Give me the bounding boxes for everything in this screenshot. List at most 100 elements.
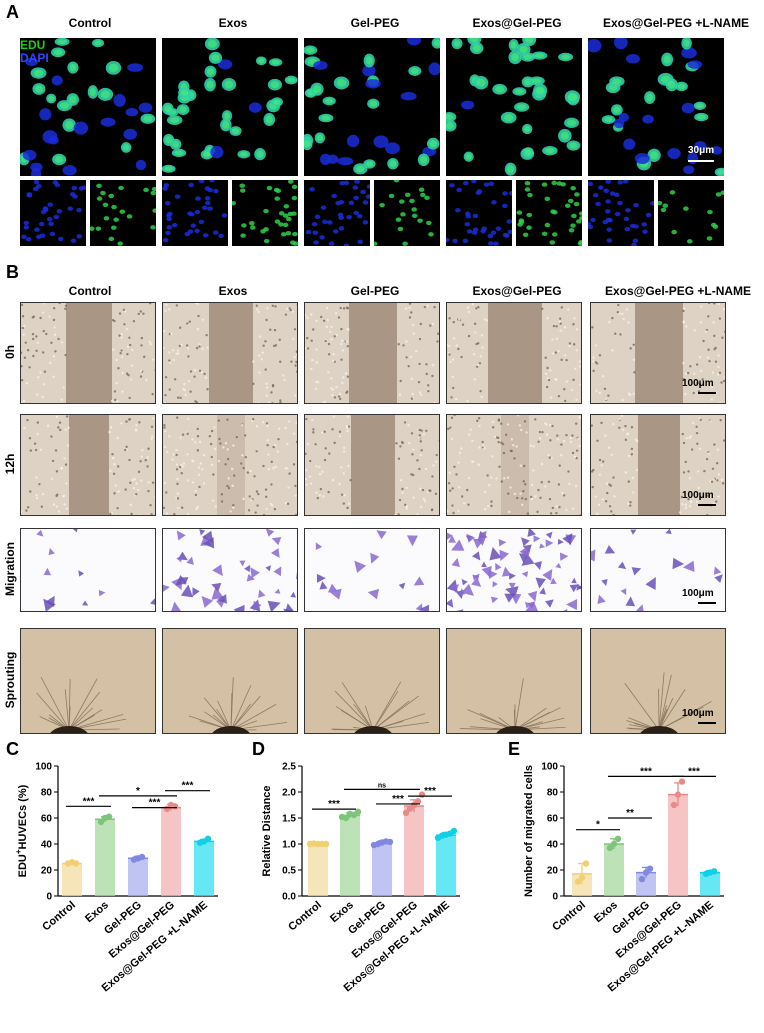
panel-b-letter: B xyxy=(6,262,19,282)
data-point xyxy=(322,840,330,848)
panel-a-letter: A xyxy=(6,2,19,22)
data-point xyxy=(642,869,650,876)
panel-a-col-title: Exos xyxy=(218,16,248,30)
edu-channel-image xyxy=(90,180,156,246)
legend-edu: EDU xyxy=(20,38,46,52)
data-point xyxy=(450,827,458,835)
y-tick-label: 100 xyxy=(35,762,52,773)
significance-label: *** xyxy=(640,766,652,777)
y-axis-label: EDU+HUVECs (%) xyxy=(14,784,29,877)
data-point xyxy=(386,838,394,846)
x-tick-label: Control xyxy=(550,899,588,933)
bar xyxy=(128,858,148,896)
edu-channel-image xyxy=(232,180,298,246)
bar xyxy=(404,806,424,896)
edu-channel-image xyxy=(516,180,582,246)
panel-a-col-title: Control xyxy=(68,16,112,30)
data-point xyxy=(138,853,146,861)
data-point xyxy=(97,818,105,826)
panel-b-row-label: 12h xyxy=(3,453,17,475)
bar xyxy=(194,841,214,896)
y-tick-label: 1.0 xyxy=(282,840,296,851)
y-axis-label: Number of migrated cells xyxy=(523,765,535,897)
bar xyxy=(340,815,360,896)
sprouting-image xyxy=(590,628,726,734)
bar xyxy=(668,794,688,896)
data-point xyxy=(171,803,179,810)
data-point xyxy=(574,878,582,885)
data-point xyxy=(610,840,618,848)
significance-label: ** xyxy=(626,808,634,819)
y-tick-label: 80 xyxy=(41,788,53,799)
panel-b-col-title: Exos xyxy=(218,284,248,298)
sprouting-image xyxy=(446,628,582,734)
dapi-channel-image xyxy=(20,180,86,246)
data-point xyxy=(646,865,654,872)
data-point xyxy=(670,801,678,809)
wound-0h-image xyxy=(304,302,440,404)
panel-b-scale-label: 100μm xyxy=(682,378,714,389)
panel-b-scale-label: 100μm xyxy=(682,708,714,719)
panel-a-scale-label: 30μm xyxy=(688,145,715,156)
wound-12h-image xyxy=(446,414,582,516)
x-tick-label: Exos xyxy=(83,899,111,925)
data-point xyxy=(710,868,718,875)
sprouting-image xyxy=(304,628,440,734)
x-tick-label: Control xyxy=(286,899,324,933)
panel-a-col-title: Gel-PEG xyxy=(350,16,400,30)
chart-letter: D xyxy=(252,740,265,759)
panel-a-scale-bar xyxy=(688,160,714,162)
y-tick-label: 100 xyxy=(541,762,558,773)
panel-b-scale-label: 100μm xyxy=(682,490,714,501)
bar xyxy=(436,835,456,896)
y-tick-label: 60 xyxy=(547,814,559,825)
edu-channel-image xyxy=(658,180,724,246)
y-tick-label: 1.5 xyxy=(282,814,296,825)
x-tick-label: Control xyxy=(40,899,78,933)
y-tick-label: 20 xyxy=(547,866,559,877)
panel-b-scale-bar xyxy=(698,504,716,506)
legend-dapi: DAPI xyxy=(20,51,49,65)
y-tick-label: 40 xyxy=(547,840,559,851)
y-tick-label: 2.0 xyxy=(282,788,296,799)
panel-b-scale-bar xyxy=(698,722,716,724)
y-tick-label: 0 xyxy=(552,892,558,903)
bar xyxy=(95,819,115,896)
edu-dapi-merge-image xyxy=(20,38,156,176)
y-tick-label: 60 xyxy=(41,814,53,825)
transwell-migration-image xyxy=(162,528,298,612)
data-point xyxy=(72,860,80,867)
y-tick-label: 0 xyxy=(46,892,52,903)
panel-b-col-title: Gel-PEG xyxy=(350,284,400,298)
y-tick-label: 2.5 xyxy=(282,762,296,773)
panel-a-col-title: Exos@Gel-PEG +L-NAME xyxy=(603,16,750,30)
transwell-migration-image xyxy=(20,528,156,612)
transwell-migration-image xyxy=(446,528,582,612)
data-point xyxy=(204,835,212,842)
panel-b-row-label: Sprouting xyxy=(3,651,17,709)
data-point xyxy=(414,798,422,805)
transwell-migration-image xyxy=(304,528,440,612)
panel-b-row-label: Migration xyxy=(3,542,17,596)
chart-letter: C xyxy=(6,740,19,759)
sprouting-image xyxy=(162,628,298,734)
dapi-channel-image xyxy=(446,180,512,246)
data-point xyxy=(342,814,350,822)
significance-label: *** xyxy=(328,799,340,810)
panel-b-col-title: Control xyxy=(68,284,112,298)
data-point xyxy=(606,844,614,852)
significance-label: *** xyxy=(149,798,161,809)
significance-label: *** xyxy=(392,794,404,805)
data-point xyxy=(674,791,682,798)
panel-b-col-title: Exos@Gel-PEG +L-NAME xyxy=(604,284,752,298)
chart-d: D 0.0 0.5 1.0 1.5 2.0 2.5 Relative Distance Cont… xyxy=(252,740,460,994)
edu-dapi-merge-image xyxy=(588,38,724,176)
x-tick-label: Exos xyxy=(328,899,356,925)
data-point xyxy=(614,835,622,842)
y-tick-label: 20 xyxy=(41,866,53,877)
data-point xyxy=(105,813,113,820)
panel-a-col-title: Exos@Gel-PEG xyxy=(472,16,562,30)
panel-b-col-title: Exos@Gel-PEG xyxy=(472,284,562,298)
